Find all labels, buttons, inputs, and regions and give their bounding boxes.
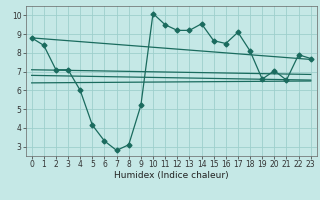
X-axis label: Humidex (Indice chaleur): Humidex (Indice chaleur) [114,171,228,180]
